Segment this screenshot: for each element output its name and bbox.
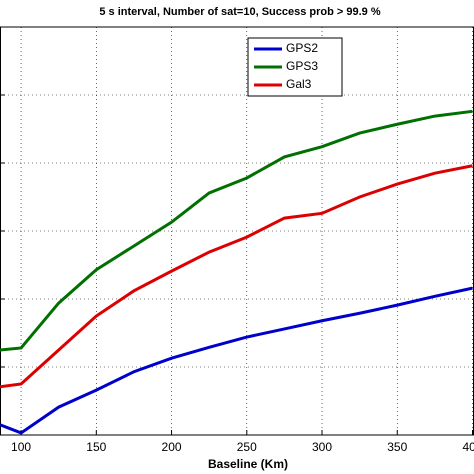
line-series <box>0 164 473 389</box>
legend-label: Gal3 <box>286 77 312 91</box>
legend-label: GPS3 <box>286 59 318 73</box>
line-series <box>0 109 473 352</box>
x-tick-label: 150 <box>86 440 106 454</box>
x-axis-label: Baseline (Km) <box>208 457 288 471</box>
x-tick-label: 250 <box>237 440 257 454</box>
x-tick-label: 300 <box>312 440 332 454</box>
x-tick-label: 350 <box>387 440 407 454</box>
x-tick-label: 100 <box>11 440 31 454</box>
legend-label: GPS2 <box>286 41 318 55</box>
x-tick-label: 400 <box>462 440 474 454</box>
x-tick-label: 200 <box>162 440 182 454</box>
line-series <box>0 286 473 435</box>
chart-title: 5 s interval, Number of sat=10, Success … <box>99 6 380 18</box>
